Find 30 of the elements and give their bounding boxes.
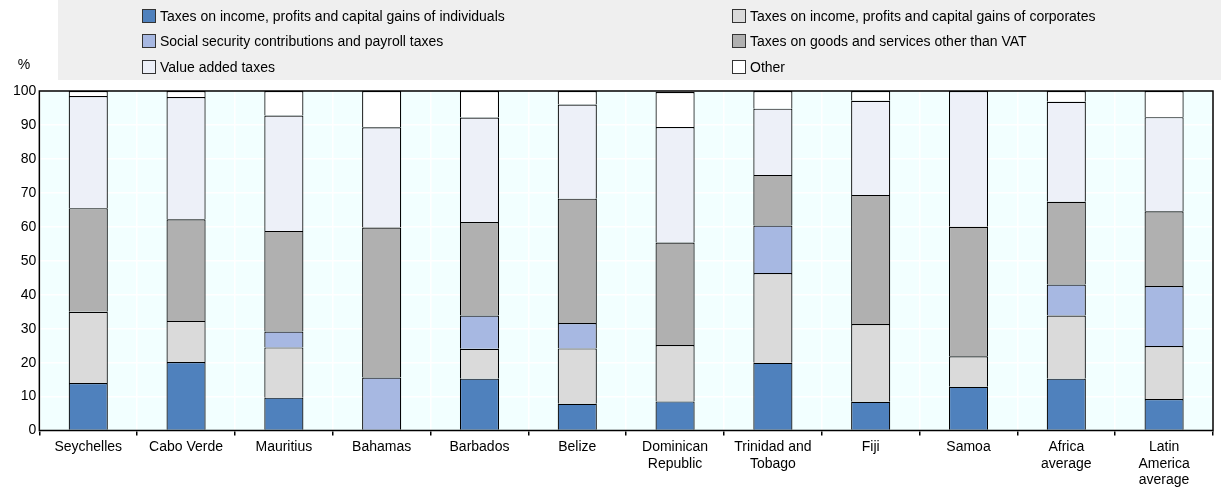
y-tick-label: 30 bbox=[20, 319, 37, 336]
x-tick-label: Mauritius bbox=[255, 437, 313, 454]
y-tick-label: 20 bbox=[20, 353, 37, 370]
y-tick-label: 100 bbox=[13, 81, 37, 98]
legend-label: Taxes on goods and services other than VAT bbox=[750, 33, 1027, 50]
x-tick-label: Africa average bbox=[1041, 437, 1092, 471]
y-tick-label: 90 bbox=[20, 115, 37, 132]
legend-label: Taxes on income, profits and capital gains of corporates bbox=[750, 8, 1096, 24]
x-tick-label: Samoa bbox=[946, 437, 991, 454]
y-tick-label: 40 bbox=[20, 285, 37, 302]
y-tick-label: 70 bbox=[20, 183, 37, 200]
legend-label: Social security contributions and payroll taxes bbox=[160, 33, 444, 50]
x-tick-label: Trinidad and Tobago bbox=[734, 437, 812, 471]
x-tick-label: Seychelles bbox=[54, 437, 123, 454]
y-tick-label: 80 bbox=[20, 149, 37, 166]
y-tick-label: 60 bbox=[20, 217, 37, 234]
x-tick-label: Barbados bbox=[449, 437, 510, 454]
x-tick-label: Dominican Republic bbox=[642, 437, 709, 471]
legend-label: Taxes on income, profits and capital gains of individuals bbox=[160, 8, 505, 24]
y-tick-label: 0 bbox=[28, 421, 37, 438]
y-axis-title: % bbox=[17, 56, 31, 72]
legend-label: Value added taxes bbox=[160, 58, 275, 75]
y-tick-label: 10 bbox=[20, 387, 37, 404]
x-tick-label: Bahamas bbox=[352, 437, 412, 454]
x-tick-label: Latin America average bbox=[1138, 437, 1190, 488]
y-tick-label: 50 bbox=[20, 251, 37, 268]
x-tick-label: Cabo Verde bbox=[149, 437, 224, 454]
x-tick-label: Belize bbox=[558, 437, 597, 454]
legend-label: Other bbox=[750, 58, 786, 75]
x-tick-label: Fiji bbox=[861, 437, 880, 454]
